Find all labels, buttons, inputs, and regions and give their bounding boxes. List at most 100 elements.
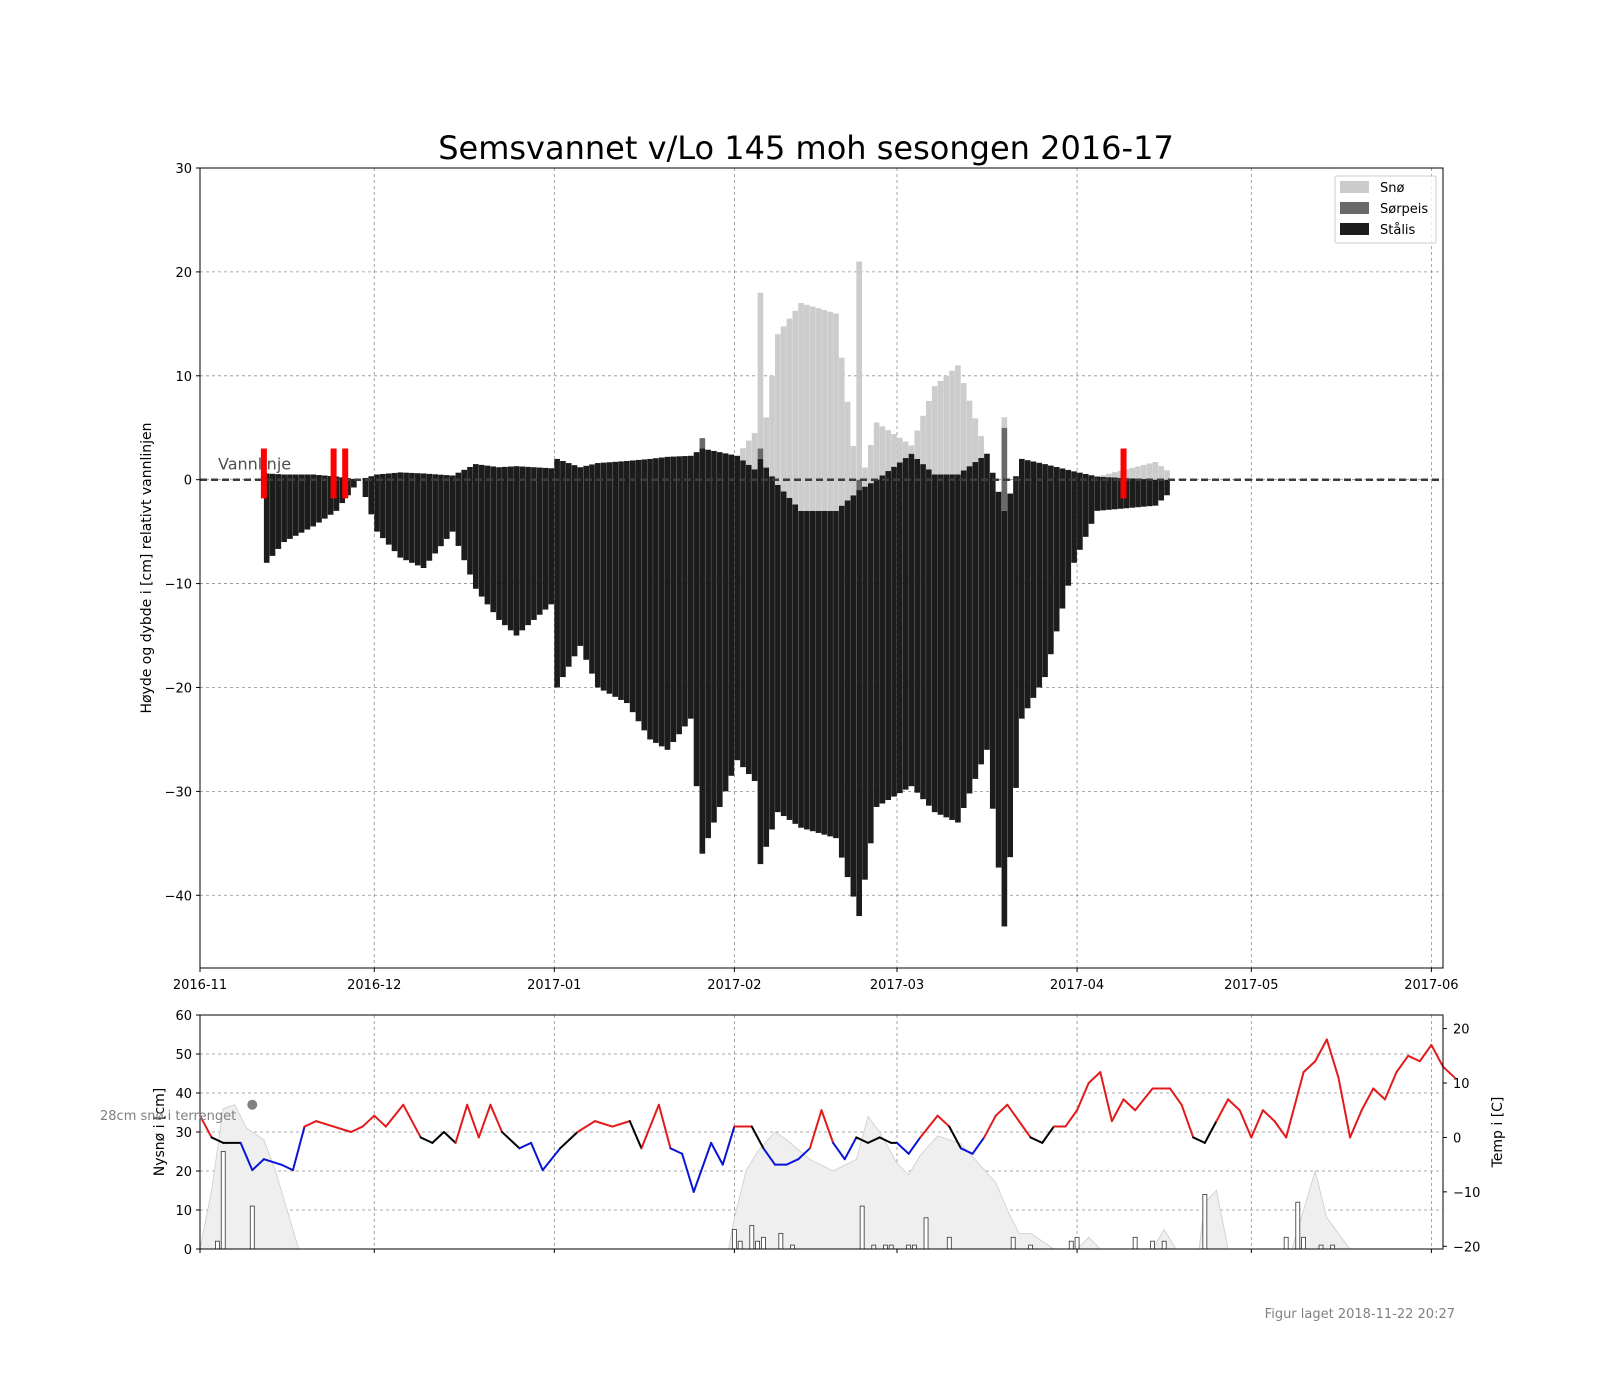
new-snow-bar bbox=[1150, 1240, 1155, 1250]
ice-bar bbox=[443, 475, 450, 539]
new-snow-bar bbox=[906, 1244, 912, 1250]
temperature-segment bbox=[593, 1120, 614, 1128]
ice-bar bbox=[490, 466, 497, 613]
temperature-segment bbox=[611, 1120, 631, 1128]
new-snow-bar bbox=[882, 1244, 888, 1250]
temperature-segment bbox=[280, 1163, 294, 1172]
snow-depth-area bbox=[199, 1104, 1351, 1250]
ice-bar bbox=[1111, 477, 1118, 510]
snow-bar bbox=[809, 306, 816, 511]
waterline: Vannlinje bbox=[200, 448, 1443, 499]
ice-bar bbox=[943, 474, 950, 818]
snow-bar bbox=[955, 365, 961, 475]
ice-bar bbox=[1140, 479, 1147, 507]
ice-bar bbox=[438, 474, 444, 547]
snow-bar bbox=[879, 426, 886, 476]
plot-frame bbox=[199, 167, 1444, 969]
ice-bar bbox=[525, 466, 531, 626]
ice-bar bbox=[385, 473, 392, 545]
snow-bar bbox=[1152, 462, 1159, 480]
snow-bar bbox=[838, 357, 845, 506]
temperature-segment bbox=[1250, 1109, 1264, 1139]
snow-depth-marker bbox=[247, 1099, 258, 1110]
y-tick-label: 20 bbox=[175, 266, 192, 281]
ice-bar bbox=[775, 484, 781, 813]
ice-bar bbox=[594, 463, 601, 688]
y-tick-label: −20 bbox=[165, 681, 192, 696]
temperature-segment bbox=[896, 1141, 910, 1155]
temperature-segment bbox=[669, 1147, 684, 1155]
y-tick-label: −10 bbox=[165, 578, 192, 593]
ice-bar bbox=[931, 474, 938, 813]
slush-bar bbox=[699, 438, 706, 449]
y-axis-right: −20 −10 0 10 20 bbox=[1443, 1023, 1480, 1255]
ice-bar bbox=[914, 458, 921, 793]
ice-bar bbox=[984, 453, 990, 750]
snow-bar bbox=[1158, 466, 1165, 480]
snow-bar bbox=[949, 370, 955, 475]
ice-bar bbox=[1106, 477, 1112, 510]
ice-bar bbox=[403, 472, 409, 561]
x-tick-label: 2016-11 bbox=[173, 978, 227, 993]
new-snow-bar bbox=[249, 1205, 255, 1250]
temperature-segment bbox=[1285, 1071, 1305, 1139]
ice-bar bbox=[548, 468, 555, 605]
ice-bar bbox=[827, 510, 833, 837]
y-tick-label: 20 bbox=[175, 1165, 192, 1180]
ice-bar bbox=[589, 464, 595, 674]
ice-bar bbox=[1007, 493, 1014, 858]
ice-bar bbox=[420, 473, 427, 568]
ice-bar bbox=[409, 472, 415, 563]
y-tick-label: 30 bbox=[175, 1126, 192, 1141]
new-snow-bar bbox=[737, 1240, 743, 1250]
ice-bar bbox=[1158, 479, 1165, 501]
temperature-segment bbox=[1372, 1087, 1386, 1101]
snow-bar bbox=[897, 437, 903, 463]
y-tick-label: 30 bbox=[175, 162, 192, 177]
ice-bar bbox=[310, 474, 316, 527]
ice-bar bbox=[920, 464, 926, 800]
y2-tick-label: −10 bbox=[1453, 1186, 1480, 1201]
ice-bar bbox=[693, 452, 700, 787]
legend-label-snow: Snø bbox=[1380, 181, 1404, 196]
ice-bar bbox=[484, 465, 491, 605]
ice-bar bbox=[298, 474, 305, 533]
temperature-segment bbox=[1017, 1120, 1032, 1139]
ice-bar bbox=[542, 467, 549, 610]
new-snow-bar bbox=[888, 1244, 894, 1250]
ice-bar bbox=[1071, 471, 1077, 563]
ice-bar bbox=[536, 467, 543, 615]
temperature-segment bbox=[489, 1103, 504, 1133]
temperature-segment bbox=[1006, 1103, 1020, 1123]
ice-bar bbox=[571, 465, 578, 657]
ice-bar bbox=[676, 456, 682, 735]
snow-bar bbox=[798, 303, 804, 511]
new-snow-bar bbox=[761, 1236, 766, 1250]
snow-bar bbox=[775, 334, 781, 485]
temperature-segment bbox=[750, 1125, 765, 1150]
ice-bar bbox=[432, 474, 438, 554]
ice-bar bbox=[618, 461, 624, 700]
temperature-segment bbox=[1302, 1060, 1317, 1074]
ice-bar bbox=[612, 461, 619, 697]
snow-bar bbox=[867, 445, 874, 484]
temperature-segment bbox=[640, 1103, 660, 1150]
ice-bar bbox=[873, 479, 880, 807]
ice-bar bbox=[926, 469, 932, 806]
snow-bar bbox=[914, 430, 921, 459]
temperature-segment bbox=[361, 1114, 376, 1128]
temperature-segment bbox=[239, 1141, 254, 1172]
new-snow-bar bbox=[731, 1229, 737, 1250]
temperature-segment bbox=[820, 1109, 835, 1144]
ice-bar bbox=[809, 510, 816, 832]
snow-bar bbox=[740, 448, 746, 461]
snow-bar bbox=[1100, 475, 1106, 477]
ice-bars bbox=[263, 261, 1170, 927]
ice-bar bbox=[885, 471, 892, 801]
ice-bar bbox=[554, 458, 560, 688]
temperature-segment bbox=[983, 1114, 997, 1139]
ice-bar bbox=[467, 466, 473, 575]
snow-bar bbox=[1106, 473, 1112, 478]
